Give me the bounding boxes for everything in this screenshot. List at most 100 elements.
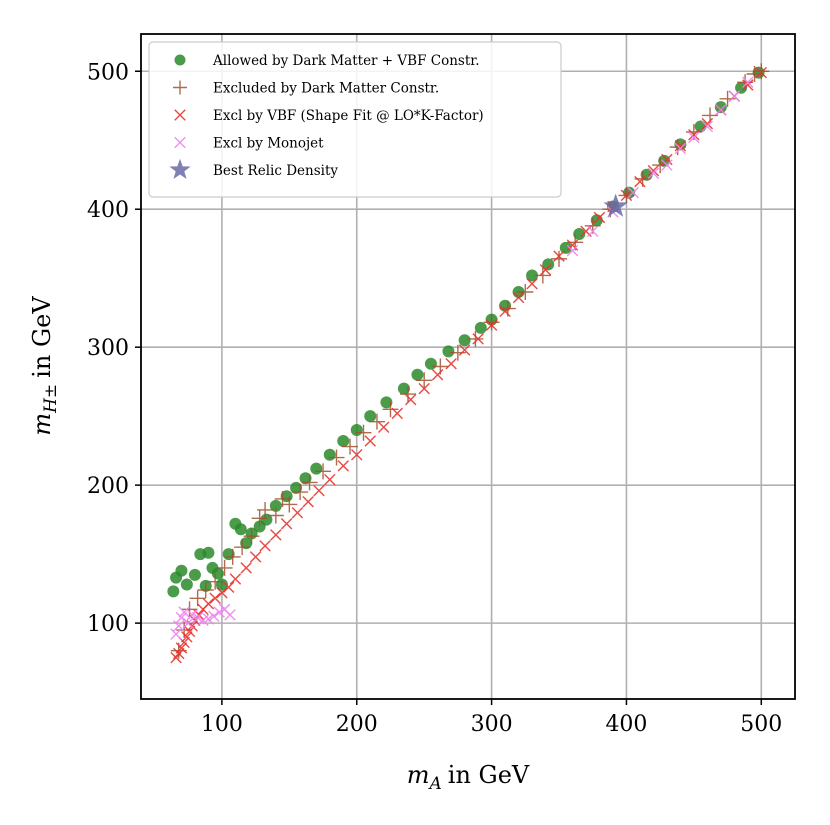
point-s0-20 [290,481,303,494]
point-s0-32 [458,334,471,347]
point-s2-14 [229,573,242,585]
point-s3-20 [688,131,700,144]
point-s2-47 [647,164,660,177]
point-s3-13 [566,244,579,257]
point-s1-19 [342,438,359,455]
point-s2-18 [270,529,282,541]
point-s0-24 [337,435,350,448]
series-3 [170,76,754,640]
legend-marker-3 [174,136,186,149]
data-points [167,63,770,664]
axis-ticks: 100 200 300 400 500 100 200 300 400 500 [87,60,782,737]
point-s2-46 [634,175,646,188]
point-s1-15 [292,484,309,501]
point-s2-54 [742,79,754,91]
point-s1-10 [251,510,268,527]
point-s1-6 [216,559,233,576]
point-s1-18 [328,449,345,466]
legend-box [148,41,562,198]
point-s1-42 [719,90,736,107]
point-s0-4 [188,568,201,581]
point-s0-38 [542,258,555,271]
point-s3-12 [224,609,236,621]
point-s2-17 [259,540,271,552]
point-s2-33 [458,344,471,356]
point-s0-25 [350,423,363,436]
legend-label-1: Excluded by Dark Matter Constr. [213,81,439,97]
point-s0-18 [269,499,282,512]
point-s3-24 [742,76,754,89]
point-s3-16 [627,186,639,199]
point-s1-1 [176,622,193,639]
point-s1-32 [551,250,568,267]
point-s3-6 [191,611,204,624]
legend: Allowed by Dark Matter + VBF Constr. Excl… [148,41,562,198]
point-s2-10 [202,598,215,610]
point-s2-1 [173,647,185,660]
point-s2-45 [620,189,633,202]
legend-label-0: Allowed by Dark Matter + VBF Constr. [212,53,480,69]
point-s1-23 [399,386,416,403]
point-s1-5 [207,573,224,590]
legend-marker-0 [174,54,186,66]
point-s2-28 [391,407,403,420]
point-s0-3 [180,578,193,591]
point-s1-30 [517,283,534,300]
point-s2-30 [418,382,430,395]
y-tick-label-400: 400 [87,198,129,223]
x-tick-label-400: 400 [605,712,647,737]
y-tick-label-200: 200 [87,474,129,499]
point-s2-43 [593,211,606,224]
point-s2-31 [431,369,444,381]
point-s1-38 [652,157,669,174]
point-s0-22 [310,462,323,475]
point-s1-21 [368,413,385,430]
point-s1-14 [281,496,298,513]
point-s0-21 [299,472,312,485]
point-s1-11 [257,501,274,518]
y-tick-label-500: 500 [87,60,129,85]
point-s2-13 [222,581,235,593]
point-s3-8 [202,613,215,625]
y-tick-label-300: 300 [87,336,129,361]
point-s1-9 [243,528,260,545]
point-s0-14 [240,537,253,550]
point-s2-15 [240,562,252,574]
legend-marker-4 [169,158,191,180]
point-s2-51 [701,117,714,130]
point-s1-45 [753,63,770,80]
point-s0-37 [526,269,539,282]
point-s2-24 [337,460,350,472]
point-s1-8 [234,539,251,556]
point-s2-2 [175,642,188,654]
point-s2-36 [499,305,511,318]
point-s1-3 [189,590,206,607]
point-s0-31 [442,345,455,358]
point-s2-21 [302,495,314,508]
point-s2-26 [364,435,376,447]
point-s1-22 [382,401,399,418]
point-s0-48 [714,101,727,114]
point-s2-49 [674,140,687,152]
x-tick-label-300: 300 [471,712,513,737]
point-s2-22 [313,484,325,497]
legend-marker-2 [174,109,186,121]
point-s2-55 [755,66,768,79]
plot-frame [140,33,796,700]
point-s2-38 [526,277,538,290]
x-tick-label-500: 500 [740,712,782,737]
point-s2-23 [324,473,336,486]
point-s0-29 [411,368,424,381]
point-s2-48 [661,153,673,166]
point-s0-39 [559,241,572,254]
point-s2-35 [485,319,498,331]
point-s0-17 [260,513,273,526]
point-s0-33 [474,321,487,334]
x-axis-title: mA in GeV [407,761,530,794]
point-s3-2 [175,611,188,624]
point-s0-23 [323,448,336,461]
point-s1-17 [315,463,332,480]
legend-label-4: Best Relic Density [213,163,338,179]
legend-marker-1 [173,80,187,95]
